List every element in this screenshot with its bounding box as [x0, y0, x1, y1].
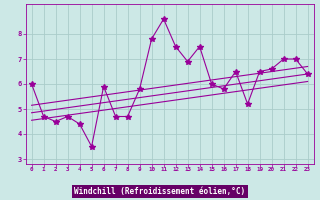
Text: Windchill (Refroidissement éolien,°C): Windchill (Refroidissement éolien,°C) — [75, 187, 245, 196]
